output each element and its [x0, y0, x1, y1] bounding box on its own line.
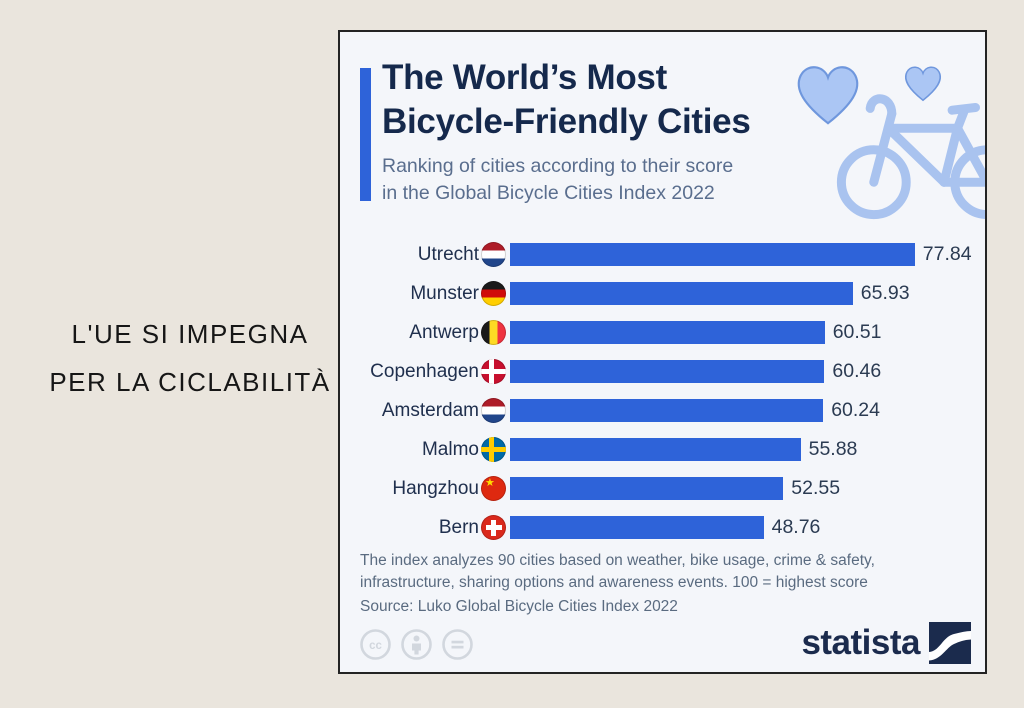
flag-icon-cn — [481, 476, 506, 501]
bar — [510, 360, 825, 383]
bar-value: 48.76 — [771, 516, 821, 538]
bicycle-icon — [836, 94, 985, 220]
flag-icon-nl — [481, 242, 506, 267]
bar-row: Malmo 55.88 — [340, 430, 985, 469]
cc-icon: cc — [360, 629, 391, 660]
bar-value: 60.46 — [832, 360, 882, 382]
bar-value: 60.51 — [832, 321, 882, 343]
attribution-icon — [401, 629, 432, 660]
bar — [510, 399, 824, 422]
flag-icon-dk — [481, 359, 506, 384]
bar-row: Munster 65.93 — [340, 274, 985, 313]
bar — [510, 243, 915, 266]
bar-value: 60.24 — [831, 399, 880, 421]
svg-text:cc: cc — [369, 640, 382, 652]
flag-icon-de — [481, 281, 506, 306]
bar-row: Copenhagen 60.46 — [340, 352, 985, 391]
bar-row: Utrecht 77.84 — [340, 235, 985, 274]
heart-icon-large — [797, 66, 859, 125]
source-line: Source: Luko Global Bicycle Cities Index… — [360, 598, 678, 615]
chart-footnote-line1: The index analyzes 90 cities based on we… — [360, 552, 875, 569]
left-caption-line1: L'UE SI IMPEGNA — [71, 319, 309, 349]
bar-value: 52.55 — [791, 477, 841, 499]
chart-title-line2: Bicycle-Friendly Cities — [382, 102, 751, 141]
flag-icon-se — [481, 437, 506, 462]
chart-subtitle-line1: Ranking of cities according to their sco… — [382, 155, 734, 177]
statista-logo-mark — [929, 622, 971, 664]
bar — [510, 477, 784, 500]
no-derivatives-icon — [442, 629, 473, 660]
flag-icon-nl — [481, 398, 506, 423]
city-label: Copenhagen — [370, 360, 479, 382]
city-label: Malmo — [421, 438, 479, 460]
city-label: Amsterdam — [381, 399, 479, 421]
title-accent-bar — [360, 68, 371, 201]
city-label: Munster — [410, 282, 479, 304]
bar-value: 55.88 — [808, 438, 858, 460]
city-label: Utrecht — [417, 243, 479, 265]
heart-icon-small — [905, 66, 941, 102]
flag-icon-ch — [481, 515, 506, 540]
city-label: Antwerp — [409, 321, 479, 343]
statista-logo-text: statista — [801, 623, 920, 662]
chart-subtitle: Ranking of cities according to their sco… — [382, 153, 733, 207]
bar — [510, 438, 801, 461]
license-row: cc — [359, 628, 474, 661]
bar-value: 65.93 — [860, 282, 910, 304]
chart-title: The World’s Most Bicycle-Friendly Cities — [382, 56, 751, 144]
flag-icon-be — [481, 320, 506, 345]
chart-title-line1: The World’s Most — [382, 58, 667, 97]
city-label: Hangzhou — [392, 477, 479, 499]
left-caption-line2: PER LA CICLABILITÀ — [49, 367, 331, 397]
left-caption: L'UE SI IMPEGNA PER LA CICLABILITÀ — [22, 310, 358, 406]
bar — [510, 516, 764, 539]
bar-row: Antwerp 60.51 — [340, 313, 985, 352]
city-label: Bern — [438, 516, 479, 538]
bar — [510, 321, 825, 344]
statista-logo: statista — [801, 622, 971, 664]
chart-subtitle-line2: in the Global Bicycle Cities Index 2022 — [382, 182, 715, 204]
chart-footnote: The index analyzes 90 cities based on we… — [360, 550, 875, 593]
bar-value: 77.84 — [922, 243, 972, 265]
chart-footnote-line2: infrastructure, sharing options and awar… — [360, 573, 868, 591]
bar-row: Bern 48.76 — [340, 508, 985, 547]
bar-row: Amsterdam 60.24 — [340, 391, 985, 430]
bar-row: Hangzhou 52.55 — [340, 469, 985, 508]
bar — [510, 282, 853, 305]
bar-chart: Utrecht 77.84 Munster 65.93 Antwerp 60.51 Cope… — [340, 235, 985, 547]
infographic-card: The World’s Most Bicycle-Friendly Cities… — [338, 30, 987, 674]
